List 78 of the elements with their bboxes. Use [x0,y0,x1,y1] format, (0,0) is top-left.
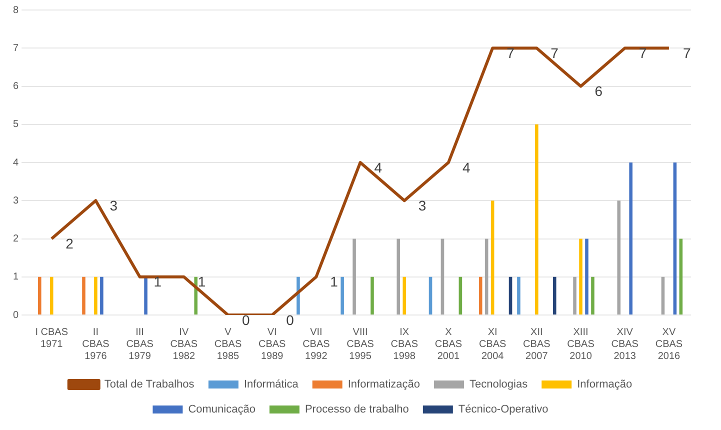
y-tick-label: 3 [13,195,19,206]
data-label: 6 [594,83,603,100]
y-tick-label: 4 [13,157,19,168]
data-label: 7 [550,44,559,61]
bar [478,276,482,314]
legend-label: Informática [244,378,300,391]
bar [144,276,148,314]
legend-label: Informatização [348,378,420,391]
x-tick-label: XII CBAS 2007 [523,326,551,362]
x-tick-label: VI CBAS 1989 [258,326,286,362]
bar [352,238,356,314]
bar [440,238,444,314]
y-tick-label: 5 [13,119,19,130]
bar [661,276,665,314]
bar [508,276,512,314]
data-label: 4 [374,159,382,176]
y-tick-label: 8 [13,4,19,16]
y-tick-label: 2 [13,234,19,244]
x-tick-label: VIII CBAS 1995 [346,326,374,362]
legend-label: Total de Trabalhos [104,378,195,391]
bar [82,276,86,314]
x-tick-label: XIII CBAS 2010 [567,326,595,362]
bar [679,238,683,314]
bar [94,276,98,314]
data-label: 7 [506,44,515,61]
data-label: 1 [198,274,206,290]
data-label: 1 [154,274,162,290]
data-label: 3 [110,197,118,214]
bar [517,276,520,314]
x-tick-label: II CBAS 1976 [82,326,110,362]
data-label: 4 [462,159,470,176]
x-tick-label: IV CBAS 1982 [170,326,198,362]
data-label: 1 [330,274,338,290]
bar [50,276,54,314]
y-tick-label: 0 [13,310,19,321]
x-tick-label: IX CBAS 1998 [390,326,418,362]
x-tick-label: I CBAS 1971 [35,326,68,350]
x-tick-label: X CBAS 2001 [434,326,462,362]
legend-label: Informação [577,378,632,391]
bar [100,276,104,314]
data-label: 2 [66,236,74,252]
bar [552,276,556,314]
data-label: 7 [638,44,647,61]
data-label: 0 [286,312,294,328]
x-tick-label: III CBAS 1979 [126,326,154,362]
data-label: 7 [682,44,691,61]
legend-label: Técnico-Operativo [458,404,548,416]
bar [402,276,406,314]
y-tick-label: 7 [13,42,19,54]
data-label: 3 [418,197,426,214]
bar [38,276,42,314]
bar [194,276,198,314]
bar [340,276,344,314]
bar [370,276,374,314]
bar [458,276,462,314]
bar [484,238,488,314]
y-tick-label: 6 [13,81,19,92]
x-tick-label: XI CBAS 2004 [478,326,507,362]
bar [629,162,632,314]
bar [428,276,432,314]
bar [579,238,582,314]
y-tick-label: 1 [13,272,19,283]
bar [673,162,677,314]
bar [573,276,576,314]
bar [535,124,538,314]
data-label: 0 [242,312,250,328]
x-tick-label: XV CBAS 2016 [655,326,683,362]
bar [396,238,400,314]
legend-label: Processo de trabalho [304,404,409,416]
bar [591,276,594,314]
bar [585,238,588,314]
x-tick-label: VII CBAS 1992 [302,326,330,362]
x-tick-label: V CBAS 1985 [214,326,242,362]
legend-label: Tecnologias [470,378,528,391]
legend-label: Comunicação [188,404,256,416]
bar [617,200,621,314]
x-tick-label: XIV CBAS 2013 [611,326,639,362]
bar [490,200,494,314]
